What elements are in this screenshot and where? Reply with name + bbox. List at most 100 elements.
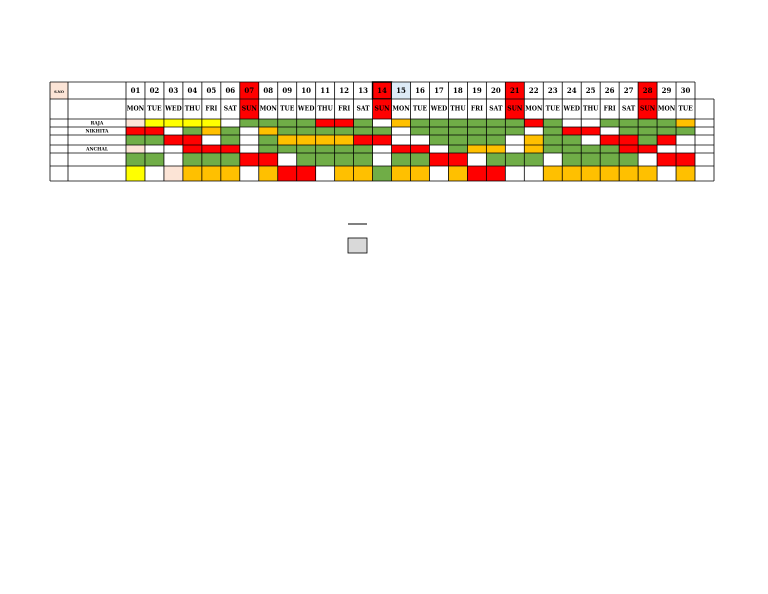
name-label: ANCHAL [85,147,109,153]
cell [410,145,430,153]
cell [486,135,506,145]
cell [126,119,145,127]
cell [315,82,335,99]
cell [258,166,278,181]
cell [239,153,259,166]
cell [277,82,297,99]
cell [163,119,183,127]
cell [505,153,525,166]
cell [391,99,411,119]
date-label: 02 [150,86,160,95]
cell [429,119,449,127]
day-label: WED [164,106,182,113]
cell [619,119,639,127]
cell [505,119,525,127]
day-label: FRI [338,106,350,113]
cell [315,166,335,181]
cell [467,166,487,181]
day-label: SAT [224,106,238,113]
cell [239,135,259,145]
cell [372,119,392,127]
cell [163,153,183,166]
date-label: 26 [605,86,615,95]
cell [391,145,411,153]
cell [448,127,468,135]
cell [562,82,582,99]
cell [163,82,183,99]
cell [448,82,468,99]
cell [391,166,411,181]
cell [391,127,411,135]
cell [543,166,563,181]
cell [258,99,278,119]
date-label: 20 [491,86,501,95]
date-label: 27 [624,86,634,95]
date-label: 03 [169,86,179,95]
day-label: SAT [357,106,371,113]
name-label: RAJA [91,121,104,127]
cell [353,153,373,166]
cell [410,153,430,166]
cell [638,99,658,119]
cell [505,166,525,181]
cell [657,145,677,153]
cell [638,166,658,181]
cell [543,135,563,145]
cell [163,99,183,119]
cell [600,119,620,127]
cell [296,127,316,135]
cell [126,82,145,99]
cell [334,127,354,135]
cell [277,145,297,153]
cell [126,166,145,181]
cell [296,153,316,166]
cell [619,82,639,99]
corner-label: S.NO [54,90,64,94]
cell [126,145,145,153]
cell [391,119,411,127]
cell [353,166,373,181]
cell [562,166,582,181]
cell [315,153,335,166]
cell [486,153,506,166]
cell [334,166,354,181]
cell [296,99,316,119]
cell [410,135,430,145]
cell [372,153,392,166]
date-label: 21 [510,86,520,95]
cell [296,135,316,145]
cell [201,166,221,181]
day-label: TUE [678,106,693,113]
cell [429,166,449,181]
cell [581,153,601,166]
day-label: WED [297,106,315,113]
cell [657,82,677,99]
day-label: SAT [622,106,636,113]
date-label: 07 [244,86,254,95]
cell [429,82,449,99]
cell [201,82,221,99]
day-label: SAT [489,106,503,113]
cell [467,153,487,166]
cell [182,166,202,181]
cell [638,135,658,145]
cell [581,166,601,181]
day-label: SUN [375,106,391,113]
day-label: MON [658,106,676,113]
cell [486,82,506,99]
cell [524,145,544,153]
cell [410,99,430,119]
cell [220,119,240,127]
cell [391,153,411,166]
date-label: 09 [282,86,292,95]
cell [410,166,430,181]
cell [144,99,164,119]
cell [353,127,373,135]
date-label: 10 [301,86,311,95]
cell [201,99,221,119]
cell [657,153,677,166]
cell [429,127,449,135]
cell [239,82,259,99]
day-label: THU [583,106,599,113]
